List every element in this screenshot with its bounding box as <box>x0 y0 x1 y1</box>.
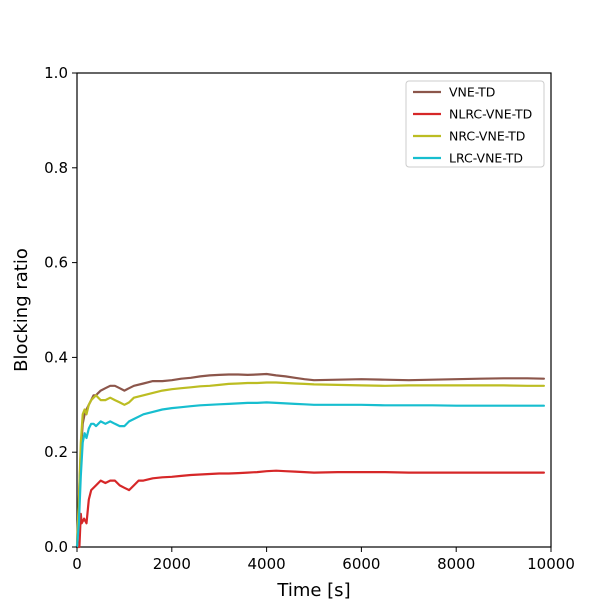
legend-label-vne-td: VNE-TD <box>449 85 495 100</box>
series-layer <box>75 372 546 549</box>
x-tick-label: 0 <box>72 555 82 573</box>
legend-label-lrc-vne-td: LRC-VNE-TD <box>449 151 523 166</box>
series-line-vne-td <box>75 372 546 549</box>
y-tick-label: 0.4 <box>44 348 68 366</box>
legend: VNE-TD NLRC-VNE-TD NRC-VNE-TD LRC-VNE-TD <box>405 80 545 168</box>
y-axis-ticks: 0.0 0.2 0.4 0.6 0.8 1.0 <box>44 64 77 556</box>
legend-box <box>405 80 545 168</box>
legend-label-nlrc-vne-td: NLRC-VNE-TD <box>449 107 532 122</box>
x-tick-label: 2000 <box>153 555 191 573</box>
x-tick-label: 6000 <box>342 555 380 573</box>
y-axis-label: Blocking ratio <box>11 248 32 372</box>
legend-label-nrc-vne-td: NRC-VNE-TD <box>449 129 525 144</box>
x-axis-ticks: 0 2000 4000 6000 8000 10000 <box>72 547 575 573</box>
y-tick-label: 0.8 <box>44 159 68 177</box>
series-line-nlrc-vne-td <box>75 469 546 549</box>
series-line-lrc-vne-td <box>75 401 546 549</box>
series-line-nrc-vne-td <box>75 381 546 549</box>
y-tick-label: 0.6 <box>44 254 68 272</box>
y-tick-label: 0.0 <box>44 538 68 556</box>
x-tick-label: 4000 <box>248 555 286 573</box>
x-tick-label: 10000 <box>527 555 575 573</box>
y-tick-label: 1.0 <box>44 64 68 82</box>
y-tick-label: 0.2 <box>44 443 68 461</box>
x-axis-label: Time [s] <box>276 580 350 601</box>
x-tick-label: 8000 <box>437 555 475 573</box>
